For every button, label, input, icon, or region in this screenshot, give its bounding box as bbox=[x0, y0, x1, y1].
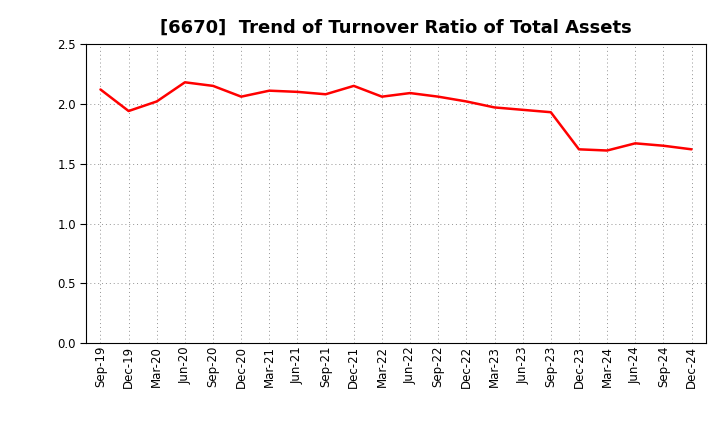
Title: [6670]  Trend of Turnover Ratio of Total Assets: [6670] Trend of Turnover Ratio of Total … bbox=[160, 19, 632, 37]
